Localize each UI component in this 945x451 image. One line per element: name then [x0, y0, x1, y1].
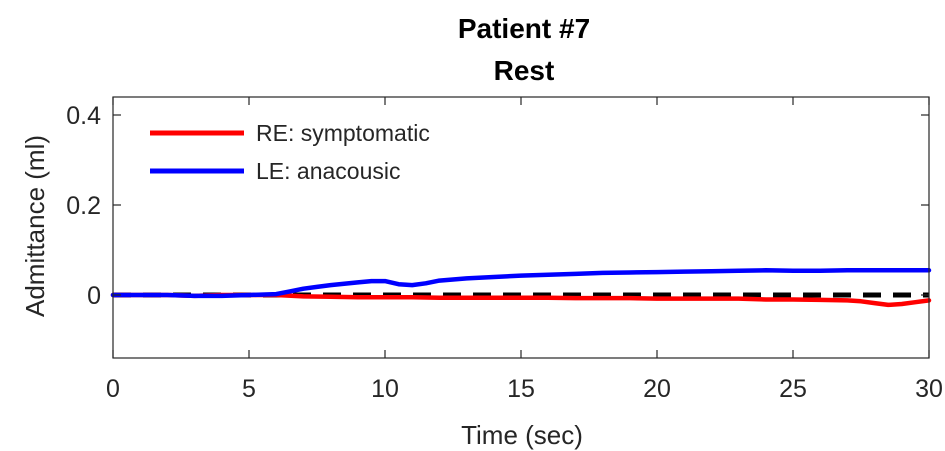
- x-tick-label: 5: [242, 375, 256, 403]
- plot-area: [113, 97, 929, 358]
- y-tick-label: 0.2: [66, 192, 101, 220]
- x-tick-label: 0: [106, 375, 120, 403]
- y-axis-label: Admittance (ml): [20, 135, 50, 317]
- chart-subtitle: Rest: [494, 55, 555, 86]
- legend-label-2: LE: anacousic: [256, 158, 400, 184]
- x-tick-label: 10: [371, 375, 399, 403]
- legend-label-1: RE: symptomatic: [256, 120, 430, 146]
- x-tick-label: 15: [507, 375, 535, 403]
- x-tick-label: 25: [779, 375, 807, 403]
- y-tick-label: 0: [87, 282, 101, 310]
- chart-title: Patient #7: [458, 13, 590, 44]
- x-axis-label: Time (sec): [461, 420, 583, 450]
- x-tick-label: 30: [915, 375, 943, 403]
- y-tick-label: 0.4: [66, 102, 101, 130]
- x-tick-label: 20: [643, 375, 671, 403]
